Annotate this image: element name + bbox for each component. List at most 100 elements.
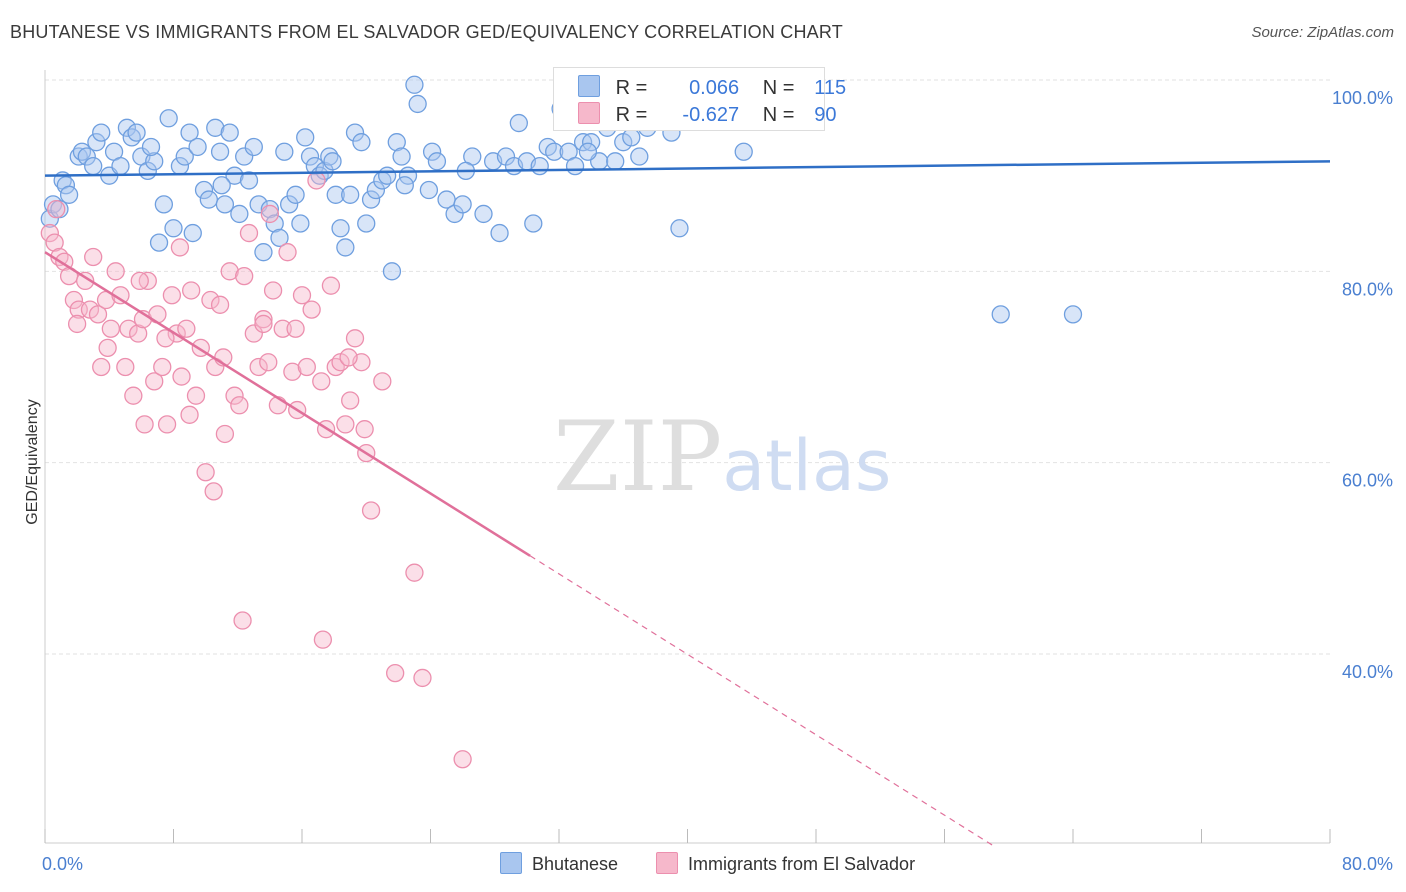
bhutanese-point — [323, 152, 342, 171]
el-salvador-point — [361, 501, 381, 520]
bhutanese-point — [524, 214, 543, 233]
bhutanese-point — [40, 209, 59, 228]
x-tick-label: 0.0% — [42, 854, 83, 874]
bhutanese-point — [220, 123, 239, 142]
bhutanese-point — [183, 223, 202, 243]
legend-row-bhutanese: R = 0.066 N = 115 — [578, 75, 846, 101]
bhutanese-point — [530, 156, 549, 176]
el-salvador-point — [336, 415, 355, 434]
bhutanese-point — [377, 166, 397, 185]
bhutanese-point — [164, 219, 183, 238]
bhutanese-point — [422, 142, 442, 161]
bhutanese-point — [336, 238, 355, 257]
legend-r-value: -0.627 — [682, 104, 740, 126]
el-salvador-point — [64, 290, 84, 310]
el-salvador-point — [235, 266, 254, 286]
bhutanese-point — [127, 123, 146, 142]
legend-n-value: 115 — [814, 77, 847, 99]
bhutanese-point — [149, 233, 169, 252]
y-axis-label: GED/Equivalency — [24, 399, 41, 524]
el-salvador-point — [225, 386, 244, 405]
legend-swatch-pink — [578, 102, 600, 124]
el-salvador-point — [204, 482, 223, 501]
el-salvador-point — [278, 243, 297, 262]
bhutanese-point — [265, 214, 284, 233]
el-salvador-point — [263, 281, 283, 300]
bhutanese-point — [291, 214, 310, 233]
bhutanese-point — [331, 219, 350, 238]
bhutanese-point — [275, 142, 294, 161]
bhutanese-point — [509, 113, 528, 133]
el-salvador-point — [286, 319, 305, 338]
source-label: Source: ZipAtlas.com — [1251, 24, 1394, 41]
legend-swatch-blue — [578, 75, 600, 97]
legend-row-el-salvador: R = -0.627 N = 90 — [578, 102, 837, 128]
bhutanese-point — [581, 133, 601, 152]
el-salvador-point — [145, 372, 164, 391]
bhutanese-point — [111, 156, 130, 176]
el-salvador-point — [292, 286, 312, 305]
bottom-legend-bhutanese: Bhutanese — [500, 852, 618, 875]
bhutanese-point — [419, 180, 439, 200]
bhutanese-point — [215, 195, 235, 214]
bhutanese-point — [622, 128, 641, 147]
el-salvador-point — [313, 630, 333, 649]
legend-r-label: R = — [615, 77, 648, 99]
el-salvador-point — [345, 329, 365, 348]
bhutanese-point — [180, 123, 199, 142]
bhutanese-point — [326, 185, 345, 204]
el-salvador-point — [106, 262, 125, 281]
bhutanese-point — [305, 156, 325, 176]
el-salvador-point — [67, 314, 87, 334]
y-tick-label: 80.0% — [1342, 279, 1393, 299]
el-salvador-point — [341, 391, 360, 410]
el-salvador-point — [148, 305, 167, 324]
bhutanese-point — [991, 305, 1010, 324]
el-salvador-point — [273, 319, 292, 338]
bhutanese-point — [92, 123, 111, 142]
el-salvador-point — [254, 314, 273, 334]
el-salvador-point — [153, 357, 172, 377]
bhutanese-point — [206, 118, 225, 137]
el-salvador-point — [239, 223, 259, 243]
el-salvador-point — [40, 223, 59, 243]
bhutanese-point — [212, 176, 231, 195]
bhutanese-point — [230, 204, 249, 224]
bottom-legend-label: Immigrants from El Salvador — [688, 854, 916, 874]
bhutanese-point — [670, 219, 689, 238]
bhutanese-point — [606, 152, 625, 171]
el-salvador-point — [230, 396, 249, 415]
bhutanese-point — [84, 156, 103, 176]
bhutanese-point — [345, 123, 365, 142]
el-salvador-point — [182, 281, 201, 300]
bhutanese-point — [239, 171, 259, 190]
el-salvador-point — [249, 357, 268, 377]
bhutanese-trend-line — [44, 160, 1331, 177]
bhutanese-point — [630, 147, 649, 166]
bhutanese-point — [141, 137, 161, 157]
bhutanese-point — [56, 176, 76, 195]
el-salvador-point — [84, 247, 103, 267]
el-salvador-point — [196, 463, 215, 482]
bhutanese-point — [154, 195, 174, 214]
el-salvador-point — [201, 290, 220, 310]
bhutanese-point — [235, 147, 254, 166]
bhutanese-point — [286, 185, 305, 204]
bhutanese-point — [300, 147, 320, 166]
bhutanese-point — [578, 142, 598, 161]
watermark-atlas: atlas — [722, 425, 891, 507]
y-tick-label: 100.0% — [1332, 88, 1393, 108]
el-salvador-point — [283, 362, 302, 381]
el-salvador-point — [135, 415, 154, 434]
bhutanese-point — [225, 166, 244, 185]
legend-n-value: 90 — [814, 104, 837, 126]
el-salvador-trend-line — [44, 251, 531, 557]
el-salvador-point — [405, 563, 424, 582]
bhutanese-point — [405, 75, 424, 94]
bhutanese-point — [270, 228, 289, 248]
bhutanese-point — [341, 185, 360, 204]
el-salvador-point — [339, 348, 358, 367]
el-salvador-point — [47, 199, 66, 219]
bhutanese-point — [382, 262, 402, 281]
el-salvador-point — [116, 357, 135, 377]
